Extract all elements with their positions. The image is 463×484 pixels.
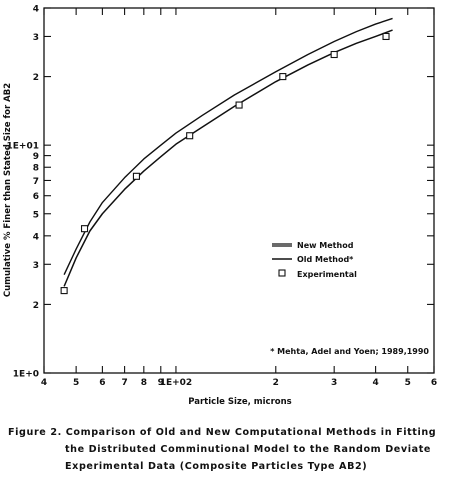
x-tick-label: 4 [41,378,47,388]
series-markers [60,32,390,295]
legend-label-old-method: Old Method* [297,255,354,264]
y-tick-labels: 1E+0 2 3 4 5 6 7 8 91E+01 2 3 4 [7,5,39,380]
plot-frame [43,7,435,374]
x-tick-label: 5 [405,378,411,388]
data-point-experimental [330,50,338,59]
y-tick-label: 6 [33,192,39,202]
caption-line-1: Figure 2. Comparison of Old and New Comp… [8,427,437,438]
y-tick-label: 1E+0 [13,370,39,380]
data-point-experimental [279,73,287,81]
x-tick-label: 1E+02 [160,378,192,388]
x-axis-title: Particle Size, microns [188,397,291,407]
data-point-experimental [382,32,390,41]
data-point-experimental [186,132,194,140]
series-line-new-method [63,17,393,276]
x-tick-labels: 4 5 6 7 8 91E+02 2 3 4 5 6 [41,378,437,388]
y-tick-label: 4 [33,232,39,242]
x-tick-label: 7 [121,378,127,388]
legend-swatch-experimental [278,269,286,277]
x-tick-label: 4 [372,378,378,388]
y-tick-label: 7 [33,177,39,187]
legend-label-experimental: Experimental [297,270,357,279]
reference-note: * Mehta, Adel and Yoen; 1989,1990 [270,347,429,356]
y-tick-label: 8 [33,164,39,174]
y-tick-label: 5 [33,210,39,220]
caption-line-2: the Distributed Comminutional Model to t… [65,444,431,455]
data-point-experimental [60,287,68,295]
y-tick-label: 3 [33,33,39,43]
x-tick-label: 9 [158,378,164,388]
x-tick-label: 5 [73,378,79,388]
data-point-experimental [80,225,89,233]
axis-ticks [43,7,435,374]
x-tick-label: 6 [431,378,437,388]
figure-caption: Figure 2. Comparison of Old and New Comp… [8,424,458,475]
x-tick-label: 6 [99,378,105,388]
y-tick-label: 3 [33,261,39,271]
x-tick-label: 2 [273,378,279,388]
x-tick-label: 8 [141,378,147,388]
legend-label-new-method: New Method [297,241,354,250]
caption-line-3: Experimental Data (Composite Particles T… [65,461,368,472]
x-tick-label: 3 [331,378,337,388]
y-tick-label: 2 [33,301,39,311]
legend: New Method Old Method* Experimental [272,241,357,279]
data-point-experimental [132,172,140,180]
y-axis-title: Cumulative % Finer than Stated Size for … [3,83,13,297]
data-point-experimental [235,101,243,109]
y-tick-label: 2 [33,73,39,83]
y-tick-label: 9 [33,152,39,162]
y-tick-label: 4 [33,5,39,15]
y-tick-label: 1E+01 [7,142,39,152]
